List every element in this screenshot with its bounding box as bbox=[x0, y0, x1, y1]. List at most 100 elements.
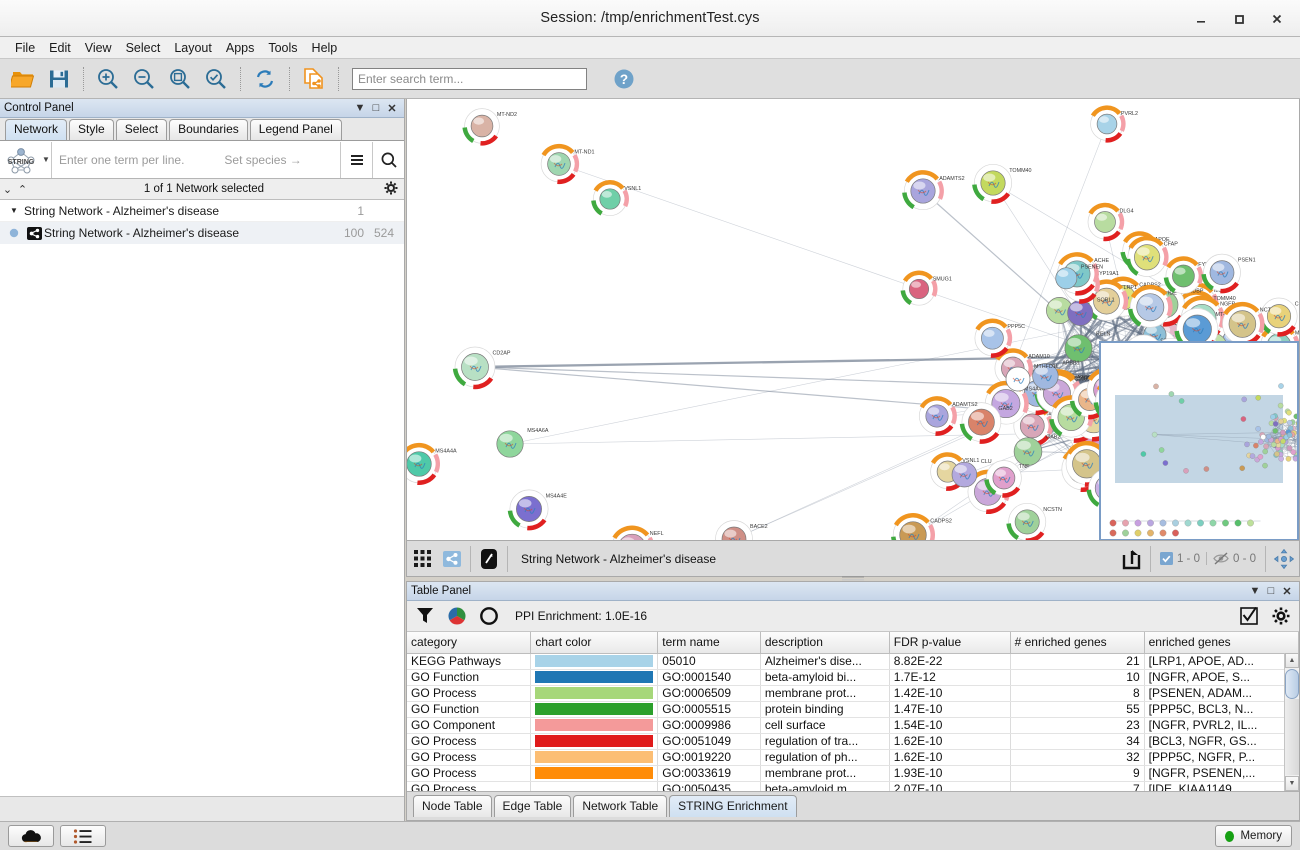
tab-edge-table[interactable]: Edge Table bbox=[493, 795, 572, 817]
network-node[interactable]: MS4A4A bbox=[407, 443, 457, 485]
network-node[interactable]: DLG4 bbox=[1087, 202, 1134, 242]
fit-content-icon[interactable] bbox=[1269, 542, 1299, 576]
close-panel-icon[interactable]: ✕ bbox=[387, 102, 397, 115]
network-node[interactable]: MTHFD1L bbox=[1005, 364, 1059, 392]
close-panel-icon[interactable]: ✕ bbox=[1282, 585, 1292, 598]
network-node[interactable]: ADAMTS2 bbox=[902, 170, 965, 211]
network-node[interactable]: VSNL1 bbox=[591, 180, 641, 217]
search-icon[interactable] bbox=[372, 141, 404, 178]
network-node[interactable]: MT-ND1 bbox=[540, 143, 594, 185]
grid-view-icon[interactable] bbox=[407, 542, 437, 576]
network-node[interactable]: PSEN1 bbox=[1201, 253, 1256, 294]
zoom-in-icon[interactable] bbox=[91, 63, 125, 95]
network-node[interactable]: CHAT bbox=[1258, 297, 1300, 337]
export-network-icon[interactable] bbox=[297, 63, 331, 95]
close-icon[interactable] bbox=[1258, 4, 1296, 34]
chevron-down-icon[interactable]: ▼ bbox=[354, 102, 366, 114]
selected-nodes-count[interactable]: 1 - 0 bbox=[1154, 552, 1206, 565]
scroll-down-arrow-icon[interactable]: ▼ bbox=[1285, 776, 1299, 791]
network-node[interactable]: ADAMTS2 bbox=[918, 396, 978, 436]
menu-item-help[interactable]: Help bbox=[311, 40, 338, 55]
scrollbar-track[interactable] bbox=[1285, 699, 1299, 775]
search-input[interactable]: Enter search term... bbox=[352, 67, 587, 90]
menu-item-edit[interactable]: Edit bbox=[49, 40, 71, 55]
menu-item-select[interactable]: Select bbox=[125, 40, 161, 55]
network-node[interactable]: TNF bbox=[984, 460, 1030, 498]
menu-item-file[interactable]: File bbox=[15, 40, 36, 55]
network-node[interactable]: PPP5C bbox=[974, 318, 1025, 358]
table-row[interactable]: GO Process GO:0006509 membrane prot... 1.42… bbox=[407, 685, 1299, 702]
tab-network-table[interactable]: Network Table bbox=[573, 795, 668, 817]
network-node[interactable]: MT-ND2 bbox=[462, 108, 517, 146]
table-row[interactable]: GO Function GO:0005515 protein binding 1.47… bbox=[407, 701, 1299, 718]
float-panel-icon[interactable]: □ bbox=[1267, 585, 1275, 597]
network-node[interactable]: NCSTN bbox=[1006, 502, 1062, 540]
network-node[interactable]: PSENEN bbox=[1055, 265, 1103, 290]
column-header-fdr-pvalue[interactable]: FDR p-value bbox=[889, 632, 1011, 654]
tab-legend-panel[interactable]: Legend Panel bbox=[249, 119, 342, 140]
cloud-icon[interactable] bbox=[8, 825, 54, 847]
network-node[interactable]: CFAP bbox=[1125, 235, 1178, 277]
chevron-down-icon[interactable]: ▼ bbox=[1249, 585, 1261, 597]
tab-boundaries[interactable]: Boundaries bbox=[169, 119, 248, 140]
pie-chart-icon[interactable] bbox=[445, 603, 469, 629]
network-node[interactable]: RELN bbox=[1064, 332, 1111, 363]
network-node[interactable]: SMUG1 bbox=[900, 270, 952, 306]
tab-select[interactable]: Select bbox=[115, 119, 168, 140]
string-term-input[interactable]: Enter one term per line. Set species → bbox=[51, 141, 340, 178]
table-row[interactable]: GO Component GO:0009986 cell surface 1.54E-… bbox=[407, 717, 1299, 734]
hidden-nodes-count[interactable]: 0 - 0 bbox=[1205, 552, 1262, 565]
network-tree-root[interactable]: ▼ String Network - Alzheimer's disease 1 bbox=[0, 200, 404, 222]
string-logo-icon[interactable]: STRING bbox=[0, 142, 42, 178]
network-node[interactable]: TOMM40 bbox=[972, 163, 1032, 204]
menu-item-view[interactable]: View bbox=[84, 40, 112, 55]
hamburger-icon[interactable] bbox=[340, 141, 372, 178]
scrollbar-thumb[interactable] bbox=[1285, 669, 1299, 699]
table-row[interactable]: GO Process GO:0019220 regulation of ph... 1… bbox=[407, 749, 1299, 766]
filter-icon[interactable] bbox=[413, 603, 437, 629]
table-vertical-scrollbar[interactable]: ▲ ▼ bbox=[1284, 653, 1299, 791]
network-node[interactable]: CLU bbox=[951, 459, 992, 488]
column-header-num-enriched-genes[interactable]: # enriched genes bbox=[1010, 632, 1145, 654]
tab-string-enrichment[interactable]: STRING Enrichment bbox=[669, 795, 797, 817]
table-row[interactable]: GO Process GO:0033619 membrane prot... 1.93… bbox=[407, 765, 1299, 782]
tab-network[interactable]: Network bbox=[5, 119, 68, 140]
set-species-hint[interactable]: Set species → bbox=[224, 152, 302, 167]
network-node[interactable]: MS4A6A bbox=[496, 428, 549, 458]
network-node[interactable]: IDE bbox=[1127, 284, 1177, 328]
table-row[interactable]: GO Process GO:0051049 regulation of tra...… bbox=[407, 733, 1299, 750]
minimize-icon[interactable] bbox=[1182, 4, 1220, 34]
chevron-down-icon[interactable]: ▼ bbox=[10, 206, 18, 215]
network-node[interactable]: BACE2 bbox=[715, 520, 768, 542]
maximize-icon[interactable] bbox=[1220, 4, 1258, 34]
column-header-enriched-genes[interactable]: enriched genes bbox=[1144, 632, 1299, 654]
gear-icon[interactable] bbox=[1269, 603, 1293, 629]
table-row[interactable]: GO Function GO:0001540 beta-amyloid bi... 1… bbox=[407, 669, 1299, 686]
network-node[interactable]: MT-ND2 bbox=[1174, 308, 1236, 353]
zoom-selected-icon[interactable] bbox=[199, 63, 233, 95]
memory-status-button[interactable]: Memory bbox=[1215, 825, 1292, 847]
column-header-category[interactable]: category bbox=[407, 632, 532, 654]
refresh-icon[interactable] bbox=[248, 63, 282, 95]
birds-eye-view[interactable] bbox=[1099, 341, 1299, 540]
network-node[interactable]: GAB2 bbox=[959, 402, 1013, 444]
network-tree-item[interactable]: String Network - Alzheimer's disease 100… bbox=[0, 222, 404, 244]
column-header-description[interactable]: description bbox=[760, 632, 890, 654]
save-icon[interactable] bbox=[42, 63, 76, 95]
help-icon[interactable]: ? bbox=[607, 63, 641, 95]
network-node[interactable]: MS4A4E bbox=[507, 489, 567, 531]
network-node[interactable]: NEFL bbox=[612, 525, 664, 541]
zoom-fit-icon[interactable] bbox=[163, 63, 197, 95]
column-header-term-name[interactable]: term name bbox=[657, 632, 761, 654]
enrichment-table-wrapper[interactable]: category chart color term name descripti… bbox=[407, 632, 1299, 791]
panel-resize-handle[interactable] bbox=[406, 574, 1300, 581]
chevron-down-icon[interactable]: ▼ bbox=[42, 155, 50, 164]
export-image-icon[interactable] bbox=[1117, 542, 1147, 576]
network-node[interactable]: CD2AP bbox=[452, 346, 511, 390]
menu-item-apps[interactable]: Apps bbox=[225, 40, 255, 55]
menu-item-layout[interactable]: Layout bbox=[174, 40, 212, 55]
task-list-icon[interactable] bbox=[60, 825, 106, 847]
checkbox-icon[interactable] bbox=[1237, 603, 1261, 629]
network-node[interactable]: GAB2 bbox=[1013, 435, 1060, 466]
network-view[interactable]: MT-ND2MT-ND1VSNL1GAB2FYNIL1BCLUMMECYP19A… bbox=[406, 99, 1300, 541]
